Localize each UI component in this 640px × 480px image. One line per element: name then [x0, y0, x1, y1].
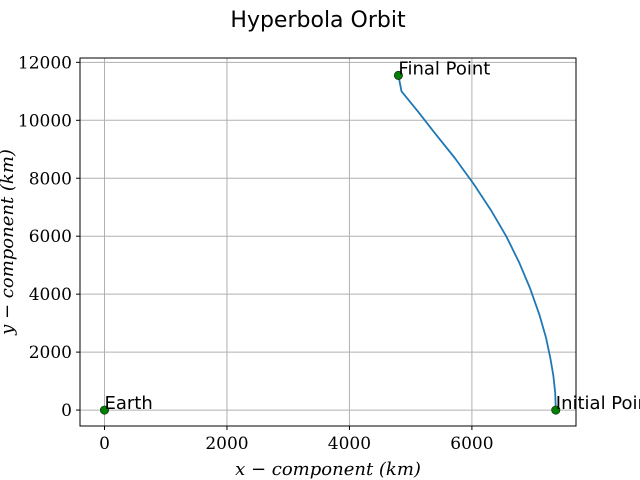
initial-point-marker	[551, 405, 561, 415]
initial-point-label: Initial Point	[556, 393, 640, 414]
x-tick-label: 6000	[450, 434, 493, 454]
chart-title: Hyperbola Orbit	[230, 8, 406, 33]
y-tick-label: 2000	[29, 343, 72, 363]
y-tick-label: 8000	[29, 169, 72, 189]
axis-ticks: 0 2000 4000 6000 0 2000 4000 6000 8000 10000 12000	[18, 53, 494, 454]
y-tick-label: 6000	[29, 227, 72, 247]
y-tick-label: 10000	[18, 111, 72, 131]
plot-frame	[79, 57, 577, 427]
grid-lines	[80, 58, 576, 426]
earth-marker	[99, 405, 109, 415]
final-point-marker	[393, 70, 403, 80]
x-tick-label: 0	[99, 434, 110, 454]
marker-layer: Earth Initial Point Final Point	[99, 58, 640, 415]
y-tick-label: 12000	[18, 53, 72, 73]
series-layer	[397, 75, 557, 411]
x-tick-label: 2000	[205, 434, 248, 454]
orbit-line	[397, 75, 557, 411]
x-tick-label: 4000	[328, 434, 371, 454]
y-tick-label: 4000	[29, 285, 72, 305]
final-point-label: Final Point	[398, 58, 490, 79]
y-axis-label: y − component (km)	[0, 149, 18, 336]
x-axis-label: x − component (km)	[235, 459, 421, 480]
earth-label: Earth	[104, 393, 152, 414]
y-tick-label: 0	[61, 401, 72, 421]
